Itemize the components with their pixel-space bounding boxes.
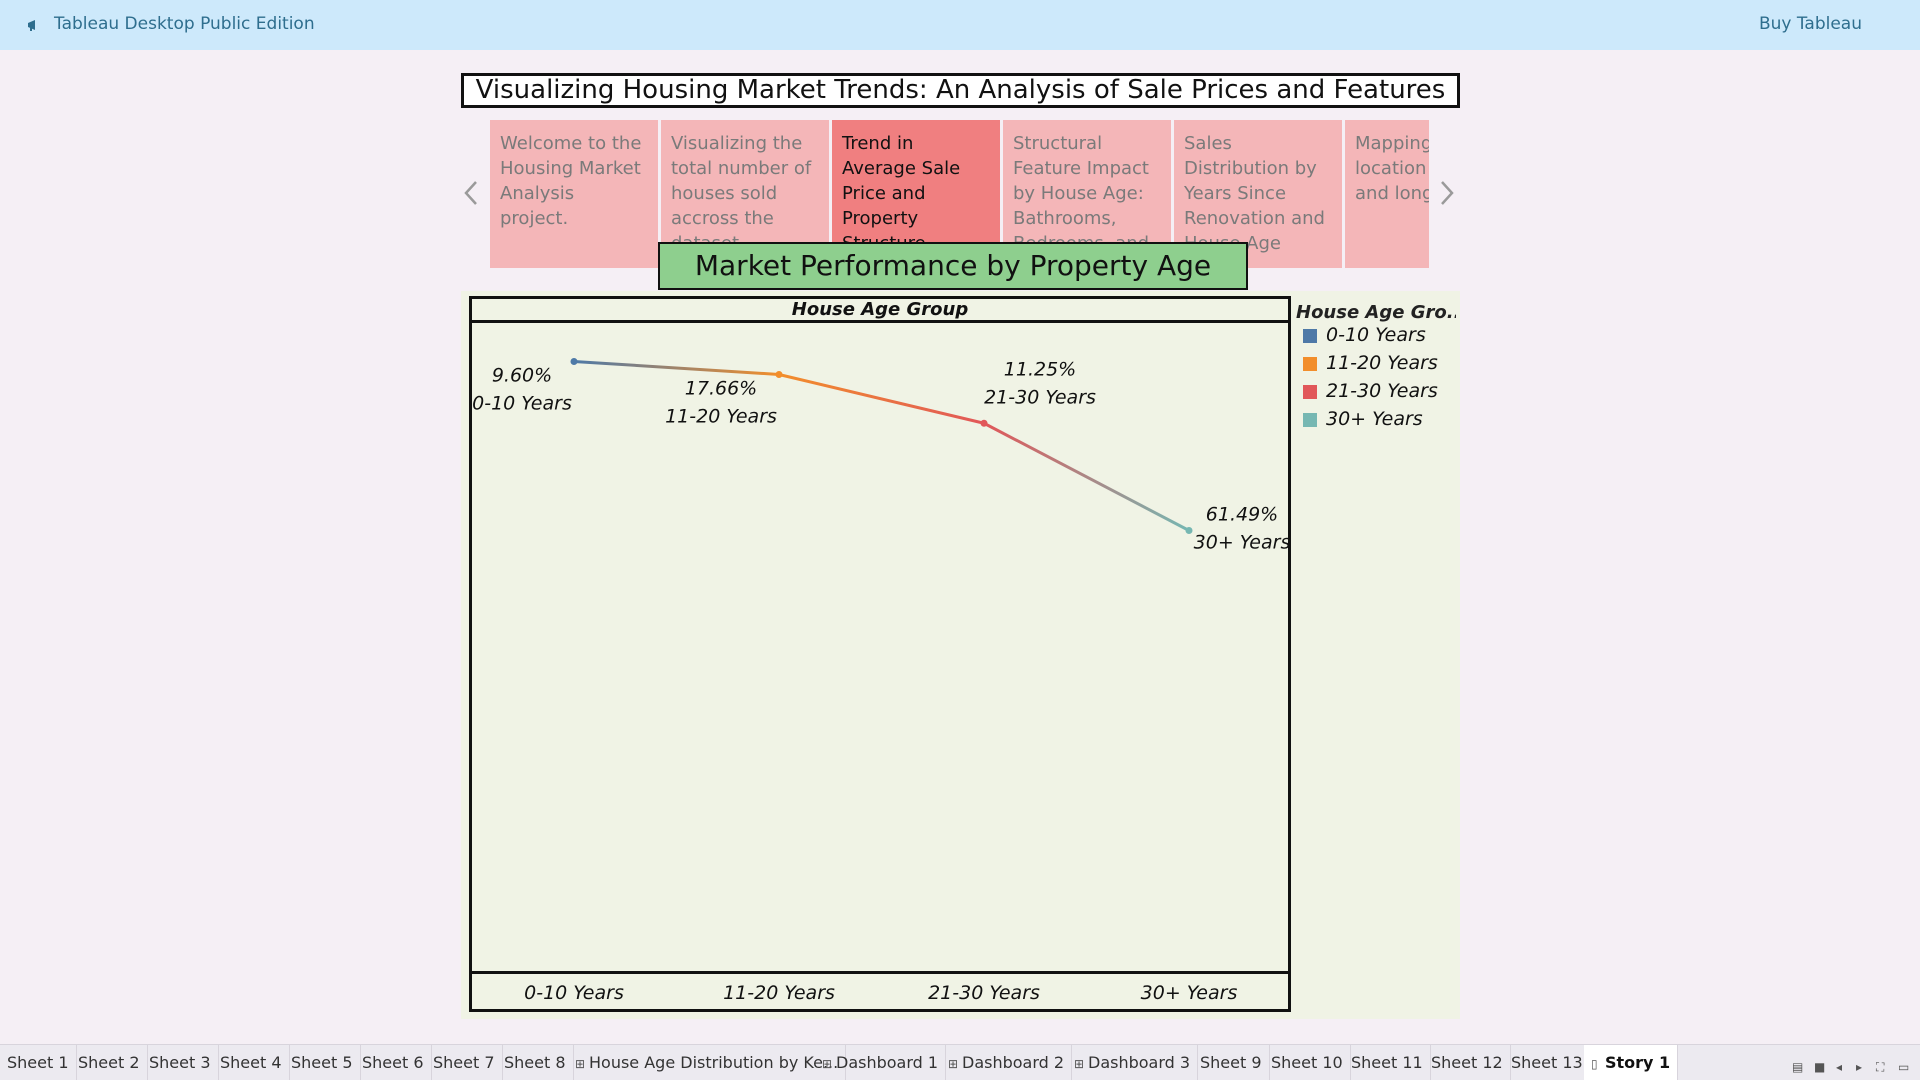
data-label-category: 30+ Years [1194,532,1288,554]
sheet-tab-label: Sheet 12 [1431,1053,1503,1072]
dashboard-icon: ⊞ [575,1057,586,1071]
sheet-tab-label: House Age Distribution by Ke... [589,1053,839,1072]
legend-swatch [1303,329,1317,343]
sheet-tab-label: Sheet 5 [291,1053,353,1072]
series-line-segment [573,360,780,376]
sheet-tab[interactable]: Sheet 1 [0,1045,77,1080]
buy-tableau-link[interactable]: Buy Tableau [1758,14,1862,34]
legend-swatch [1303,413,1317,427]
legend-item[interactable]: 30+ Years [1296,407,1456,435]
story-point-1[interactable]: Welcome to the Housing Market Analysis p… [490,120,658,268]
data-label-percent: 11.25% [1004,358,1076,380]
tab-scroll-right-icon[interactable]: ▸ [1856,1060,1863,1074]
sheet-tab-label: Sheet 2 [78,1053,140,1072]
x-tick-label: 21-30 Years [928,982,1040,1004]
story-point-6[interactable]: Mapping by location latitude and longitu… [1345,120,1429,268]
sheet-tab[interactable]: Sheet 8 [497,1045,574,1080]
sheet-tab-label: Sheet 13 [1511,1053,1583,1072]
sheet-tab-label: Sheet 9 [1200,1053,1262,1072]
sheet-tab-label: Sheet 1 [7,1053,69,1072]
legend-title: House Age Gro.. [1296,302,1456,323]
data-label-percent: 9.60% [492,365,552,387]
chevron-right-icon[interactable] [1434,178,1458,208]
column-header: House Age Group [472,299,1288,323]
tab-scroll-left-icon[interactable]: ◂ [1836,1060,1843,1074]
sheet-tab-label: Dashboard 1 [836,1053,939,1072]
data-point[interactable] [1185,527,1193,534]
sheet-tab[interactable]: Sheet 13 [1504,1045,1591,1080]
x-tick-label: 11-20 Years [723,982,835,1004]
data-label-percent: 17.66% [685,378,757,400]
fullscreen-icon[interactable]: ⛶ [1876,1060,1885,1074]
grid-view-icon[interactable]: ▤ [1792,1060,1804,1074]
line-chart: House Age Group 9.60% 0-10 Years 17.66% 11-… [469,296,1291,1012]
legend-label: 0-10 Years [1326,324,1426,346]
legend-swatch [1303,357,1317,371]
sheet-tab-label: Sheet 3 [149,1053,211,1072]
megaphone-icon [28,20,35,31]
top-bar: Tableau Desktop Public Edition Buy Table… [0,0,1920,50]
x-tick-label: 30+ Years [1140,982,1238,1004]
sheet-tab-label: Story 1 [1605,1053,1671,1072]
data-label-category: 21-30 Years [984,386,1096,408]
dashboard-icon: ⊞ [822,1057,833,1071]
legend-swatch [1303,385,1317,399]
legend-item[interactable]: 11-20 Years [1296,351,1456,379]
filmstrip-icon[interactable]: ■ [1814,1060,1826,1074]
sheet-tab-label: Dashboard 2 [962,1053,1065,1072]
sheet-tab-label: Sheet 4 [220,1053,282,1072]
legend-label: 30+ Years [1326,408,1423,430]
sheet-tab[interactable]: ⊞ Dashboard 2 [941,1045,1073,1080]
presentation-icon[interactable]: ▭ [1898,1060,1910,1074]
story-icon: ▯ [1591,1057,1598,1071]
sheet-tab[interactable]: Sheet 12 [1424,1045,1511,1080]
data-label-category: 11-20 Years [665,406,777,428]
sheet-tab[interactable]: ⊞ Dashboard 3 [1067,1045,1199,1080]
plot-area[interactable]: 9.60% 0-10 Years 17.66% 11-20 Years 11.25% 21… [472,323,1288,973]
story-title: Visualizing Housing Market Trends: An An… [461,73,1460,108]
sheet-tab[interactable]: Sheet 4 [213,1045,290,1080]
sheet-tab-label: Dashboard 3 [1088,1053,1191,1072]
chevron-left-icon[interactable] [460,178,484,208]
sheet-tab-label: Sheet 7 [433,1053,495,1072]
legend-item[interactable]: 0-10 Years [1296,323,1456,351]
sheet-tab-label: Sheet 11 [1351,1053,1423,1072]
data-point[interactable] [980,419,988,427]
legend-label: 11-20 Years [1326,352,1438,374]
sheet-tab-label: Sheet 6 [362,1053,424,1072]
series-line-segment [778,373,985,425]
legend-label: 21-30 Years [1326,380,1438,402]
dashboard-icon: ⊞ [948,1057,959,1071]
data-point[interactable] [570,358,578,365]
sheet-tab-bar: Sheet 1 Sheet 2 Sheet 3 Sheet 4 Sheet 5 Sheet… [0,1044,1920,1080]
data-point[interactable] [775,371,783,378]
sheet-title: Market Performance by Property Age [658,242,1248,290]
series-line-segment [983,421,1190,532]
chart-svg: 9.60% 0-10 Years 17.66% 11-20 Years 11.25% 21… [472,358,1288,554]
sheet-tab[interactable]: Sheet 2 [71,1045,148,1080]
legend: House Age Gro.. 0-10 Years 11-20 Years 2… [1296,302,1456,435]
app-title: Tableau Desktop Public Edition [54,14,315,34]
sheet-tab[interactable]: Sheet 11 [1344,1045,1431,1080]
sheet-tab[interactable]: ⊞ Dashboard 1 [815,1045,947,1080]
sheet-tab-label: Sheet 10 [1271,1053,1343,1072]
sheet-tab[interactable]: Sheet 3 [142,1045,219,1080]
x-tick-label: 0-10 Years [524,982,624,1004]
sheet-tab[interactable]: ▯ Story 1 [1584,1045,1679,1080]
legend-item[interactable]: 21-30 Years [1296,379,1456,407]
data-label-category: 0-10 Years [472,393,572,415]
sheet-tab[interactable]: ⊞ House Age Distribution by Ke... [568,1045,847,1080]
sheet-tab[interactable]: Sheet 9 [1193,1045,1270,1080]
x-axis: 0-10 Years 11-20 Years 21-30 Years 30+ Y… [472,971,1288,1009]
sheet-tab[interactable]: Sheet 10 [1264,1045,1351,1080]
data-label-percent: 61.49% [1206,504,1278,526]
dashboard-icon: ⊞ [1074,1057,1085,1071]
sheet-tab[interactable]: Sheet 5 [284,1045,361,1080]
sheet-tab[interactable]: Sheet 6 [355,1045,432,1080]
sheet-tab-label: Sheet 8 [504,1053,566,1072]
sheet-tab[interactable]: Sheet 7 [426,1045,503,1080]
